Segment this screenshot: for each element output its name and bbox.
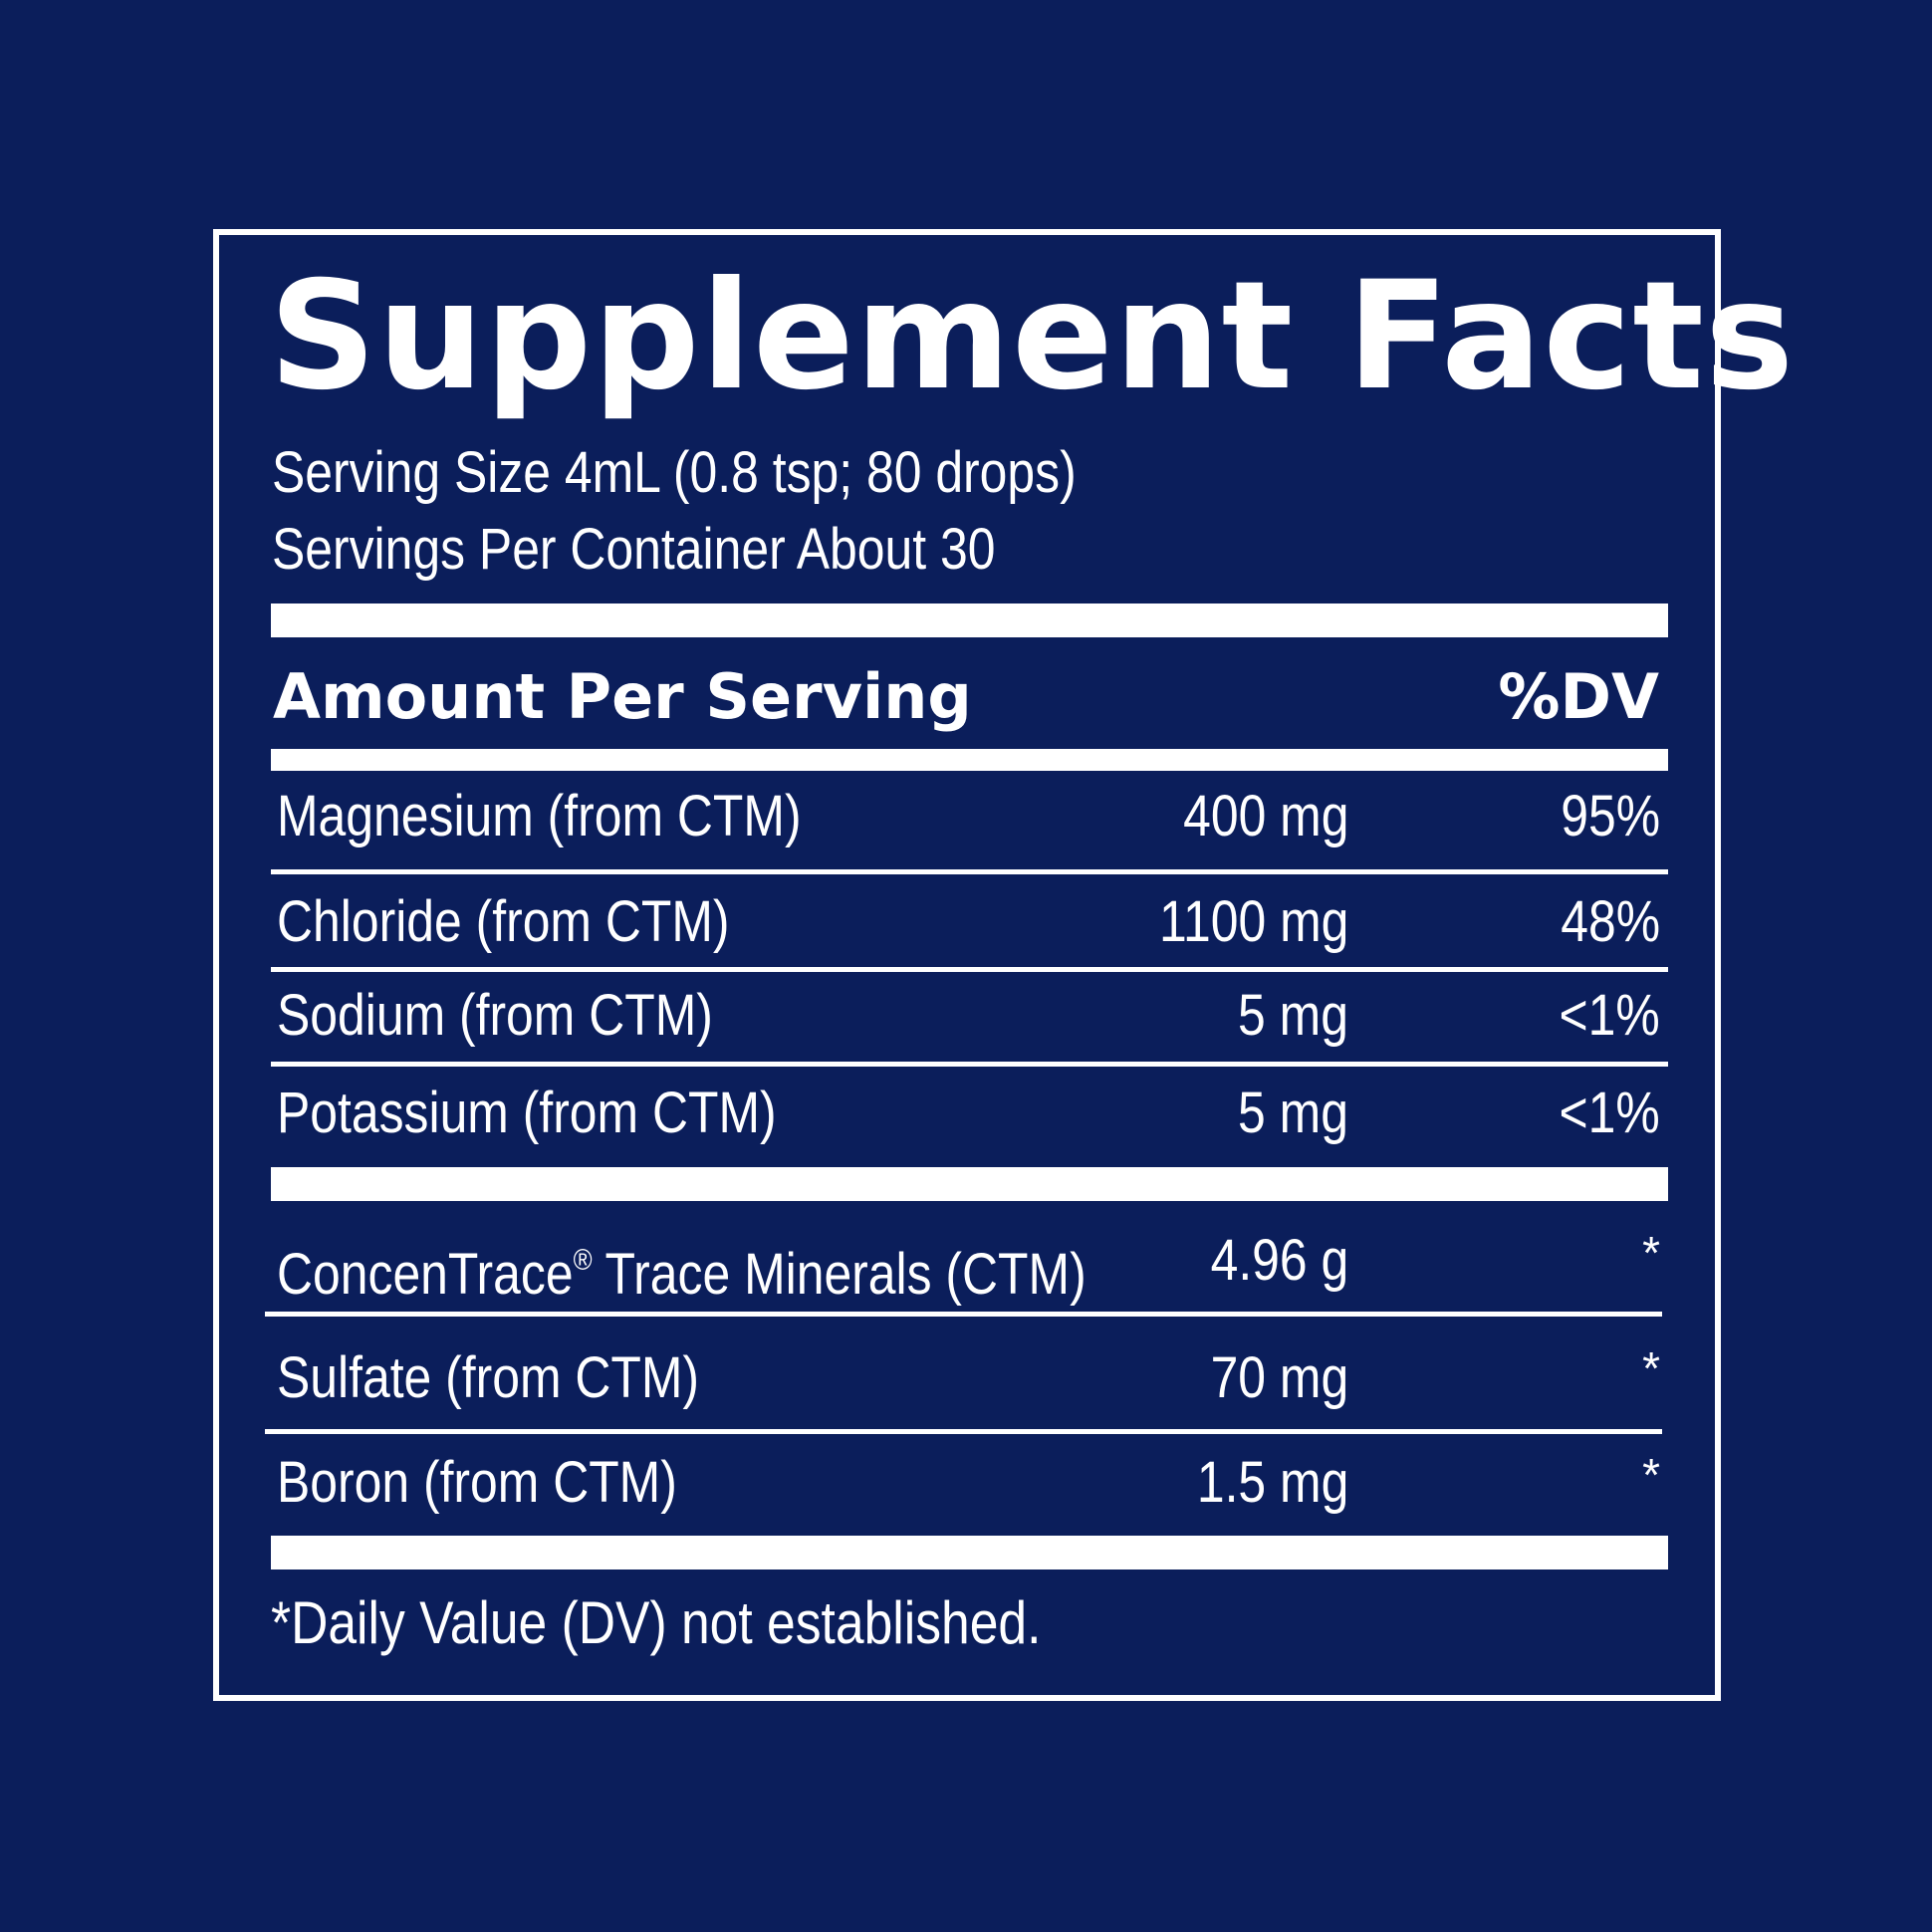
row-divider (265, 1429, 1662, 1434)
ingredient-name: ConcenTrace® Trace Minerals (CTM) (277, 1242, 1087, 1307)
nutrient-amount: 5 mg (1238, 983, 1348, 1048)
servings-per-container: Servings Per Container About 30 (272, 517, 996, 582)
serving-size: Serving Size 4mL (0.8 tsp; 80 drops) (272, 440, 1077, 505)
nutrient-dv: 95% (1561, 784, 1660, 848)
thick-divider (271, 1536, 1668, 1570)
header-divider (271, 749, 1668, 771)
nutrient-amount: 1100 mg (1158, 889, 1348, 954)
nutrient-name: Magnesium (from CTM) (277, 784, 802, 848)
row-divider (271, 1062, 1668, 1067)
row-divider (271, 967, 1668, 972)
ingredient-dv: * (1642, 1227, 1660, 1279)
ingredient-amount: 4.96 g (1210, 1228, 1348, 1293)
nutrient-name: Potassium (from CTM) (277, 1081, 777, 1145)
thick-divider (271, 604, 1668, 637)
supplement-facts-panel (213, 229, 1721, 1701)
nutrient-dv: 48% (1561, 889, 1660, 954)
registered-mark: ® (573, 1244, 593, 1277)
nutrient-name: Sodium (from CTM) (277, 983, 713, 1048)
ingredient-dv: * (1642, 1342, 1660, 1394)
row-divider (271, 869, 1668, 874)
ingredient-name: Sulfate (from CTM) (277, 1345, 700, 1410)
nutrient-amount: 400 mg (1182, 784, 1348, 848)
ingredient-amount: 1.5 mg (1196, 1450, 1348, 1515)
nutrient-dv: <1% (1559, 1081, 1660, 1145)
ingredient-dv: * (1642, 1449, 1660, 1501)
nutrient-name: Chloride (from CTM) (277, 889, 730, 954)
footnote: *Daily Value (DV) not established. (271, 1589, 1042, 1656)
header-daily-value: %DV (1498, 660, 1659, 733)
header-amount-per-serving: Amount Per Serving (273, 660, 972, 733)
thick-divider (271, 1167, 1668, 1201)
ingredient-amount: 70 mg (1210, 1345, 1348, 1410)
nutrient-dv: <1% (1559, 983, 1660, 1048)
row-divider (265, 1312, 1662, 1317)
nutrient-amount: 5 mg (1238, 1081, 1348, 1145)
label-title: Supplement Facts (269, 250, 1796, 423)
ingredient-name: Boron (from CTM) (277, 1450, 677, 1515)
